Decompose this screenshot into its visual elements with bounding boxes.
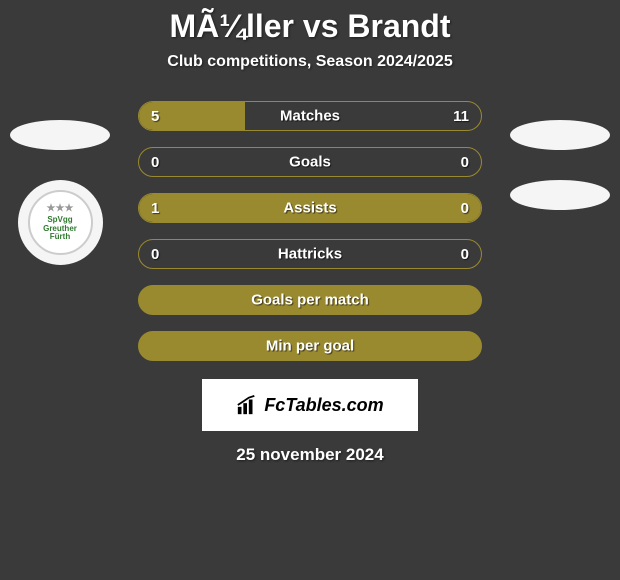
right-club-placeholder [510,180,610,210]
stat-label: Assists [283,200,336,217]
stat-row-min-per-goal: Min per goal [138,331,482,361]
chart-icon [236,394,258,416]
right-flag-placeholder [510,120,610,150]
stat-right-value: 0 [461,154,469,171]
stat-right-value: 0 [461,200,469,217]
emblem-stars-icon: ★★★ [47,203,74,214]
stat-left-value: 5 [151,108,159,125]
left-club-badge: ★★★ SpVgg Greuther Fürth [18,180,103,265]
right-player-badges [510,120,610,210]
left-flag-placeholder [10,120,110,150]
stat-row-hattricks: 0 Hattricks 0 [138,239,482,269]
infographic-container: MÃ¼ller vs Brandt Club competitions, Sea… [0,0,620,465]
source-logo: FcTables.com [202,379,418,431]
comparison-stats: 5 Matches 11 0 Goals 0 1 Assists 0 0 Hattricks 0 Goa… [138,101,482,361]
stat-left-value: 0 [151,154,159,171]
page-title: MÃ¼ller vs Brandt [0,8,620,45]
emblem-line3: Fürth [50,233,70,242]
stat-right-value: 0 [461,246,469,263]
stat-label: Matches [280,108,340,125]
stat-label: Goals [289,154,331,171]
stat-left-value: 1 [151,200,159,217]
stat-row-goals-per-match: Goals per match [138,285,482,315]
stat-right-value: 11 [453,108,469,125]
stat-row-assists: 1 Assists 0 [138,193,482,223]
stat-label: Hattricks [278,246,342,263]
subtitle: Club competitions, Season 2024/2025 [0,53,620,71]
stat-label: Min per goal [266,338,354,355]
left-player-badges: ★★★ SpVgg Greuther Fürth [10,120,110,265]
club-emblem: ★★★ SpVgg Greuther Fürth [28,190,93,255]
stat-row-goals: 0 Goals 0 [138,147,482,177]
logo-text: FcTables.com [264,395,383,416]
stat-label: Goals per match [251,292,369,309]
stat-left-value: 0 [151,246,159,263]
date-label: 25 november 2024 [0,445,620,465]
stat-row-matches: 5 Matches 11 [138,101,482,131]
